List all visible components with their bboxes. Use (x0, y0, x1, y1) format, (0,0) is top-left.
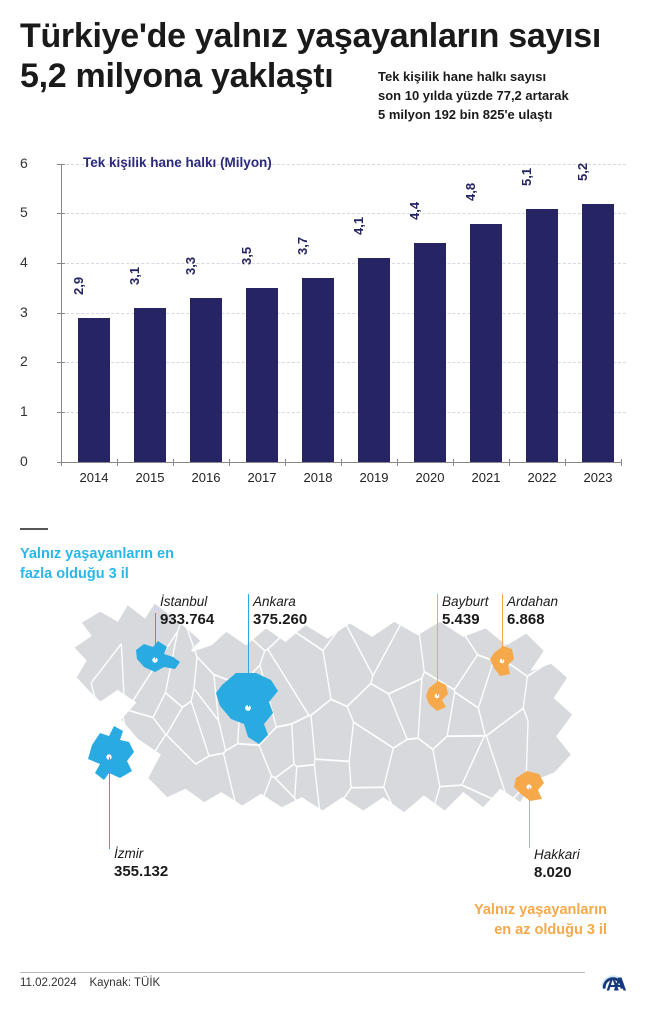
svg-text:A: A (613, 973, 626, 994)
